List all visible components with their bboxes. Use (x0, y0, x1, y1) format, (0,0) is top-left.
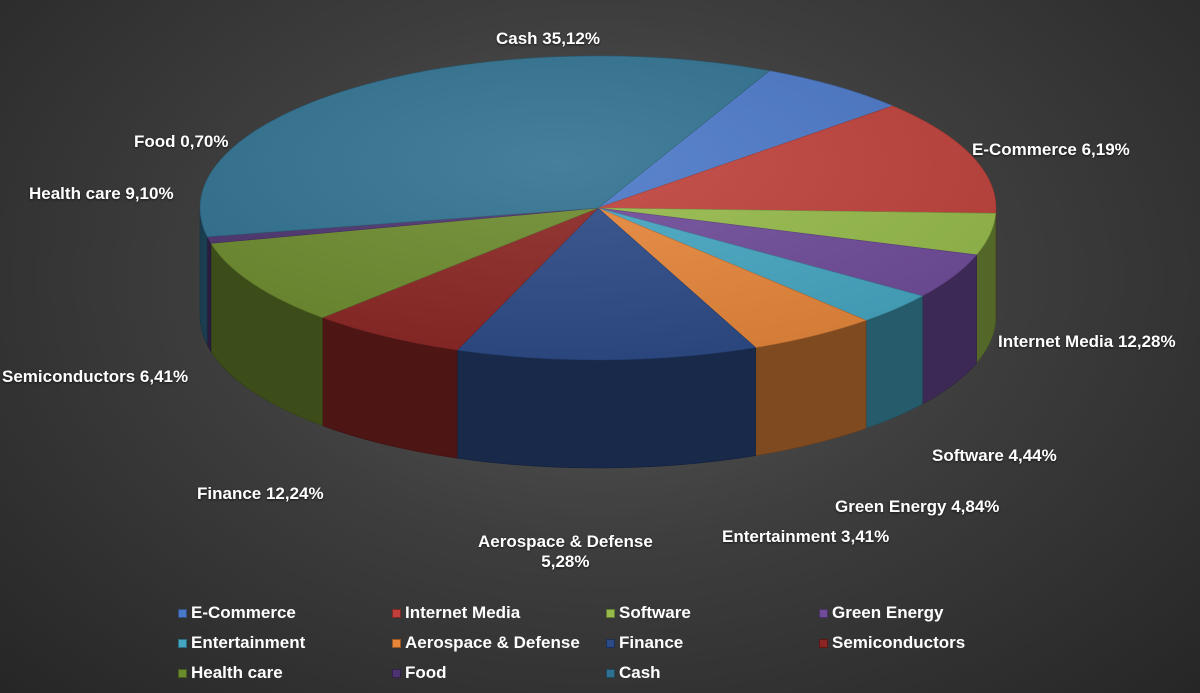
data-label-food: Food 0,70% (134, 132, 229, 151)
data-label-cash: Cash 35,12% (496, 29, 600, 48)
data-label-semiconductors: Semiconductors 6,41% (2, 367, 189, 386)
data-label-aerospace-and-defense: Aerospace & Defense 5,28% (478, 532, 653, 572)
data-label-health-care: Health care 9,10% (29, 184, 174, 203)
data-label-e-commerce: E-Commerce 6,19% (972, 140, 1130, 159)
pie-side-food (206, 236, 212, 353)
data-label-software: Software 4,44% (932, 446, 1057, 465)
data-label-line: 5,28% (541, 552, 590, 571)
data-label-line: Aerospace & Defense (478, 532, 653, 551)
data-label-green-energy: Green Energy 4,84% (835, 497, 1000, 516)
data-label-internet-media: Internet Media 12,28% (998, 332, 1176, 351)
data-label-finance: Finance 12,24% (197, 484, 324, 503)
pie-side-finance (456, 347, 756, 469)
data-label-entertainment: Entertainment 3,41% (722, 527, 890, 546)
